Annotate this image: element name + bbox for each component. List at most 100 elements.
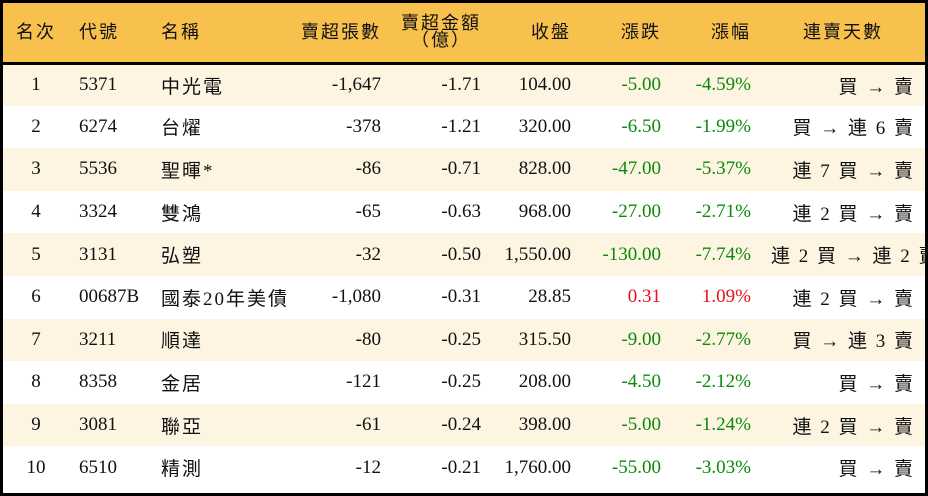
cell-code[interactable]: 3324: [79, 201, 117, 223]
cell-change-pct: -2.71%: [695, 201, 751, 223]
table-row[interactable]: 6 00687B 國泰20年美債 -1,080 -0.31 28.85 0.31…: [3, 275, 925, 319]
cell-code[interactable]: 6510: [79, 456, 117, 478]
cell-rank: 1: [31, 74, 41, 96]
cell-name[interactable]: 國泰20年美債: [161, 288, 290, 310]
cell-change: 0.31: [627, 286, 661, 308]
cell-rank: 9: [31, 414, 41, 436]
cell-change-pct: -2.77%: [695, 328, 751, 350]
table-row[interactable]: 4 3324 雙鴻 -65 -0.63 968.00 -27.00 -2.71%…: [3, 190, 925, 234]
cell-rank: 6: [31, 286, 41, 308]
cell-net-sell-amount: -0.25: [441, 371, 481, 393]
cell-name[interactable]: 精測: [161, 459, 204, 481]
cell-close: 828.00: [518, 158, 571, 180]
cell-change-pct: -3.03%: [695, 456, 751, 478]
cell-net-sell-amount: -0.24: [441, 414, 481, 436]
cell-net-sell-shares: -32: [355, 243, 381, 265]
cell-close: 208.00: [518, 371, 571, 393]
cell-change-pct: -5.37%: [695, 158, 751, 180]
cell-rank: 2: [31, 115, 41, 137]
header-change-pct[interactable]: 漲幅: [711, 21, 751, 42]
cell-name[interactable]: 台燿: [161, 118, 204, 140]
table-row[interactable]: 2 6274 台燿 -378 -1.21 320.00 -6.50 -1.99%…: [3, 105, 925, 149]
cell-change: -47.00: [611, 158, 661, 180]
cell-name[interactable]: 雙鴻: [161, 203, 204, 225]
cell-close: 104.00: [518, 74, 571, 96]
header-name[interactable]: 名稱: [161, 21, 201, 42]
table-row[interactable]: 1 5371 中光電 -1,647 -1.71 104.00 -5.00 -4.…: [3, 63, 925, 106]
header-streak[interactable]: 連賣天數: [803, 21, 883, 42]
cell-net-sell-shares: -65: [355, 201, 381, 223]
cell-rank: 5: [31, 243, 41, 265]
table-row[interactable]: 10 6510 精測 -12 -0.21 1,760.00 -55.00 -3.…: [3, 446, 925, 489]
cell-close: 1,550.00: [504, 243, 572, 265]
cell-code[interactable]: 3131: [79, 243, 117, 265]
cell-net-sell-amount: -0.71: [441, 158, 481, 180]
header-close[interactable]: 收盤: [531, 21, 571, 42]
cell-net-sell-amount: -0.31: [441, 286, 481, 308]
cell-code[interactable]: 3081: [79, 414, 117, 436]
cell-streak: 買 → 賣: [838, 76, 915, 98]
cell-close: 968.00: [518, 201, 571, 223]
cell-net-sell-shares: -80: [355, 328, 381, 350]
cell-streak: 買 → 連 6 賣: [792, 118, 915, 140]
cell-change: -6.50: [621, 115, 661, 137]
cell-rank: 10: [26, 456, 46, 478]
cell-code[interactable]: 00687B: [79, 286, 140, 308]
cell-name[interactable]: 金居: [161, 373, 204, 395]
cell-net-sell-shares: -61: [355, 414, 381, 436]
cell-close: 1,760.00: [504, 456, 572, 478]
cell-net-sell-amount: -1.21: [441, 115, 481, 137]
cell-close: 398.00: [518, 414, 571, 436]
cell-change: -27.00: [611, 201, 661, 223]
net-sell-ranking-table: 名次 代號 名稱 賣超張數 賣超金額 （億） 收盤 漲跌 漲幅 連賣天數 1 5…: [3, 3, 928, 489]
table-row[interactable]: 5 3131 弘塑 -32 -0.50 1,550.00 -130.00 -7.…: [3, 233, 928, 276]
cell-change-pct: -1.99%: [695, 115, 751, 137]
header-net-sell-amount[interactable]: 賣超金額 （億）: [391, 3, 491, 63]
header-rank[interactable]: 名次: [16, 21, 56, 42]
cell-close: 28.85: [528, 286, 571, 308]
cell-close: 315.50: [518, 328, 571, 350]
table-row[interactable]: 9 3081 聯亞 -61 -0.24 398.00 -5.00 -1.24% …: [3, 403, 925, 447]
cell-name[interactable]: 聯亞: [161, 416, 204, 438]
cell-code[interactable]: 8358: [79, 371, 117, 393]
table-row[interactable]: 3 5536 聖暉* -86 -0.71 828.00 -47.00 -5.37…: [3, 148, 925, 191]
cell-rank: 4: [31, 201, 41, 223]
header-net-sell-shares[interactable]: 賣超張數: [301, 21, 381, 42]
cell-change: -130.00: [602, 243, 661, 265]
header-net-sell-amount-label: 賣超金額: [401, 13, 481, 34]
cell-net-sell-shares: -1,647: [331, 74, 381, 96]
cell-net-sell-shares: -121: [346, 371, 381, 393]
table-row[interactable]: 8 8358 金居 -121 -0.25 208.00 -4.50 -2.12%…: [3, 361, 925, 404]
cell-code[interactable]: 6274: [79, 115, 117, 137]
cell-net-sell-shares: -1,080: [331, 286, 381, 308]
cell-net-sell-shares: -378: [346, 115, 381, 137]
header-change[interactable]: 漲跌: [621, 21, 661, 42]
cell-streak: 連 2 買 → 賣: [792, 203, 915, 225]
cell-close: 320.00: [518, 115, 571, 137]
cell-streak: 買 → 賣: [838, 373, 915, 395]
header-code[interactable]: 代號: [79, 21, 119, 42]
cell-name[interactable]: 中光電: [161, 76, 225, 98]
cell-streak: 連 2 買 → 連 2 賣: [771, 246, 928, 268]
cell-name[interactable]: 弘塑: [161, 246, 204, 268]
cell-net-sell-amount: -1.71: [441, 74, 481, 96]
cell-name[interactable]: 聖暉*: [161, 160, 215, 182]
cell-change: -9.00: [621, 328, 661, 350]
cell-name[interactable]: 順達: [161, 331, 204, 353]
cell-streak: 買 → 賣: [838, 459, 915, 481]
cell-streak: 連 2 買 → 賣: [792, 416, 915, 438]
cell-code[interactable]: 3211: [79, 328, 117, 350]
cell-streak: 買 → 連 3 賣: [792, 331, 915, 353]
table-row[interactable]: 7 3211 順達 -80 -0.25 315.50 -9.00 -2.77% …: [3, 318, 925, 362]
cell-change: -5.00: [621, 414, 661, 436]
header-row: 名次 代號 名稱 賣超張數 賣超金額 （億） 收盤 漲跌 漲幅 連賣天數: [3, 3, 925, 63]
cell-change-pct: 1.09%: [701, 286, 751, 308]
cell-net-sell-amount: -0.50: [441, 243, 481, 265]
cell-code[interactable]: 5371: [79, 74, 117, 96]
cell-change-pct: -7.74%: [695, 243, 751, 265]
cell-change-pct: -2.12%: [695, 371, 751, 393]
cell-code[interactable]: 5536: [79, 158, 117, 180]
cell-net-sell-amount: -0.25: [441, 328, 481, 350]
cell-change: -55.00: [611, 456, 661, 478]
